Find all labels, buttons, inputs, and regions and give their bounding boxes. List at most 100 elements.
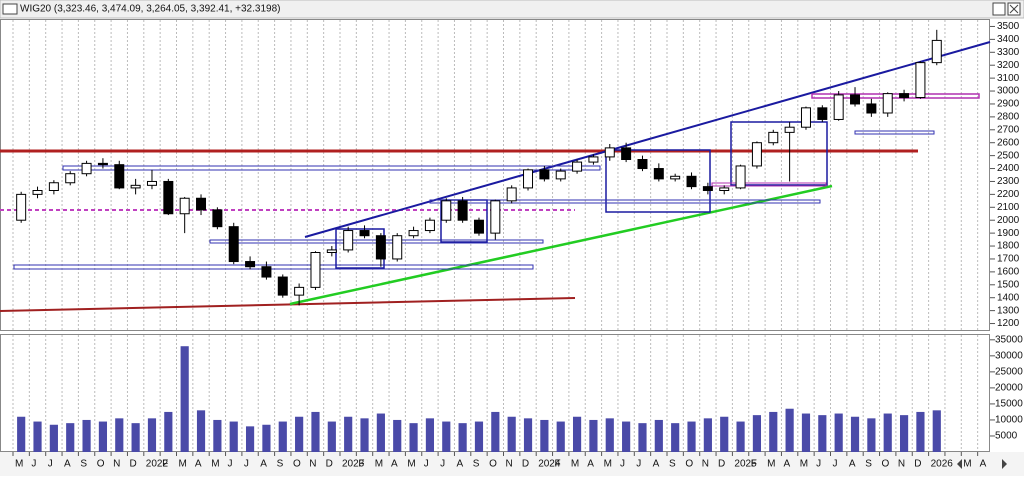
y-tick-label: 2800 (997, 112, 1020, 123)
candle-body (882, 93, 893, 114)
volume-bar (360, 418, 369, 452)
x-tick-label: S (473, 459, 480, 470)
candle-body (392, 235, 403, 260)
volume-bar (393, 419, 402, 452)
volume-bar (736, 421, 745, 452)
x-tick-label: J (816, 459, 821, 470)
volume-bar (850, 416, 860, 452)
volume-bar (801, 413, 811, 452)
y-tick-label: 1400 (997, 292, 1020, 303)
x-tick-label: M (604, 459, 612, 470)
volume-bar (213, 419, 222, 452)
volume-bar (540, 419, 549, 452)
x-tick-label: S (865, 459, 872, 470)
candle-body (473, 219, 484, 234)
volume-tick-label: 35000 (995, 334, 1023, 345)
volume-bar (507, 416, 516, 452)
zone (13, 264, 534, 270)
volume-bar (589, 419, 598, 452)
candle-body (817, 107, 828, 120)
zone (854, 130, 935, 135)
volume-bar (376, 413, 385, 452)
x-tick-label: N (506, 459, 513, 470)
y-tick-label: 3200 (997, 60, 1020, 71)
x-tick-label: A (849, 459, 856, 470)
volume-bar (883, 413, 892, 452)
volume-tick-label: 25000 (995, 367, 1023, 378)
x-tick-label: A (456, 459, 463, 470)
y-tick-label: 1300 (997, 305, 1020, 316)
volume-bar (523, 418, 533, 452)
volume-bar (278, 421, 287, 452)
x-tick-label: M (15, 459, 23, 470)
volume-bar (262, 424, 271, 452)
y-tick-label: 2500 (997, 150, 1020, 161)
volume-bar (572, 416, 582, 452)
y-tick-label: 3300 (997, 47, 1020, 58)
channel-bottom (289, 184, 833, 306)
x-tick-label: A (980, 459, 987, 470)
x-tick-label: J (424, 459, 429, 470)
candle-body (621, 147, 632, 160)
volume-bar (867, 418, 876, 452)
window-icon (2, 3, 18, 15)
x-tick-label: S (80, 459, 87, 470)
x-tick-label: M (179, 459, 187, 470)
y-tick-label: 2400 (997, 163, 1020, 174)
y-tick-label: 3500 (997, 21, 1020, 32)
x-tick-label: S (277, 459, 284, 470)
y-tick-label: 2600 (997, 137, 1020, 148)
candle-body (490, 200, 501, 234)
scroll-controls[interactable] (957, 459, 1007, 469)
x-tick-label: J (244, 459, 249, 470)
x-tick-label: F (751, 459, 757, 470)
x-tick-label: J (31, 459, 36, 470)
x-tick-label: N (309, 459, 316, 470)
x-tick-label: 2026 (931, 459, 954, 470)
volume-tick-label: 30000 (995, 350, 1023, 361)
y-tick-label: 2700 (997, 124, 1020, 135)
candle-body (375, 235, 386, 260)
candle-body (784, 126, 795, 133)
candle-body (196, 197, 207, 211)
volume-bar (180, 346, 189, 452)
x-tick-label: 2024 (538, 459, 561, 470)
volume-tick-label: 5000 (995, 431, 1018, 442)
volume-bar (687, 421, 696, 452)
volume-bar (147, 418, 157, 452)
x-tick-label: 2025 (734, 459, 757, 470)
volume-bar (654, 419, 663, 452)
candle-body (931, 39, 942, 64)
candle-body (343, 230, 354, 251)
x-tick-label: J (833, 459, 838, 470)
maximize-button[interactable] (992, 2, 1006, 16)
y-tick-label: 3100 (997, 73, 1020, 84)
scroll-left[interactable] (957, 459, 962, 469)
x-tick-label: A (653, 459, 660, 470)
volume-bar (115, 418, 124, 452)
candle-body (899, 93, 910, 98)
support-line (0, 297, 576, 312)
volume-bar (474, 421, 484, 452)
x-tick-label: 2023 (342, 459, 365, 470)
x-tick-label: J (620, 459, 625, 470)
box (605, 149, 711, 213)
candle-body (326, 249, 337, 254)
volume-bar (491, 411, 500, 452)
candle-body (800, 107, 811, 128)
candle-body (915, 62, 926, 98)
scroll-right[interactable] (1002, 459, 1007, 469)
volume-bar (622, 421, 631, 452)
volume-bar (916, 411, 925, 452)
volume-bar (442, 421, 451, 452)
volume-bar (229, 421, 238, 452)
volume-bar (409, 423, 418, 452)
candle-body (212, 209, 223, 228)
y-tick-label: 2300 (997, 176, 1020, 187)
volume-tick-label: 20000 (995, 383, 1023, 394)
volume-bar (769, 411, 778, 452)
candle-body (65, 173, 76, 184)
candle-body (16, 193, 27, 221)
title-bar (0, 0, 1024, 19)
candle-body (146, 180, 157, 186)
